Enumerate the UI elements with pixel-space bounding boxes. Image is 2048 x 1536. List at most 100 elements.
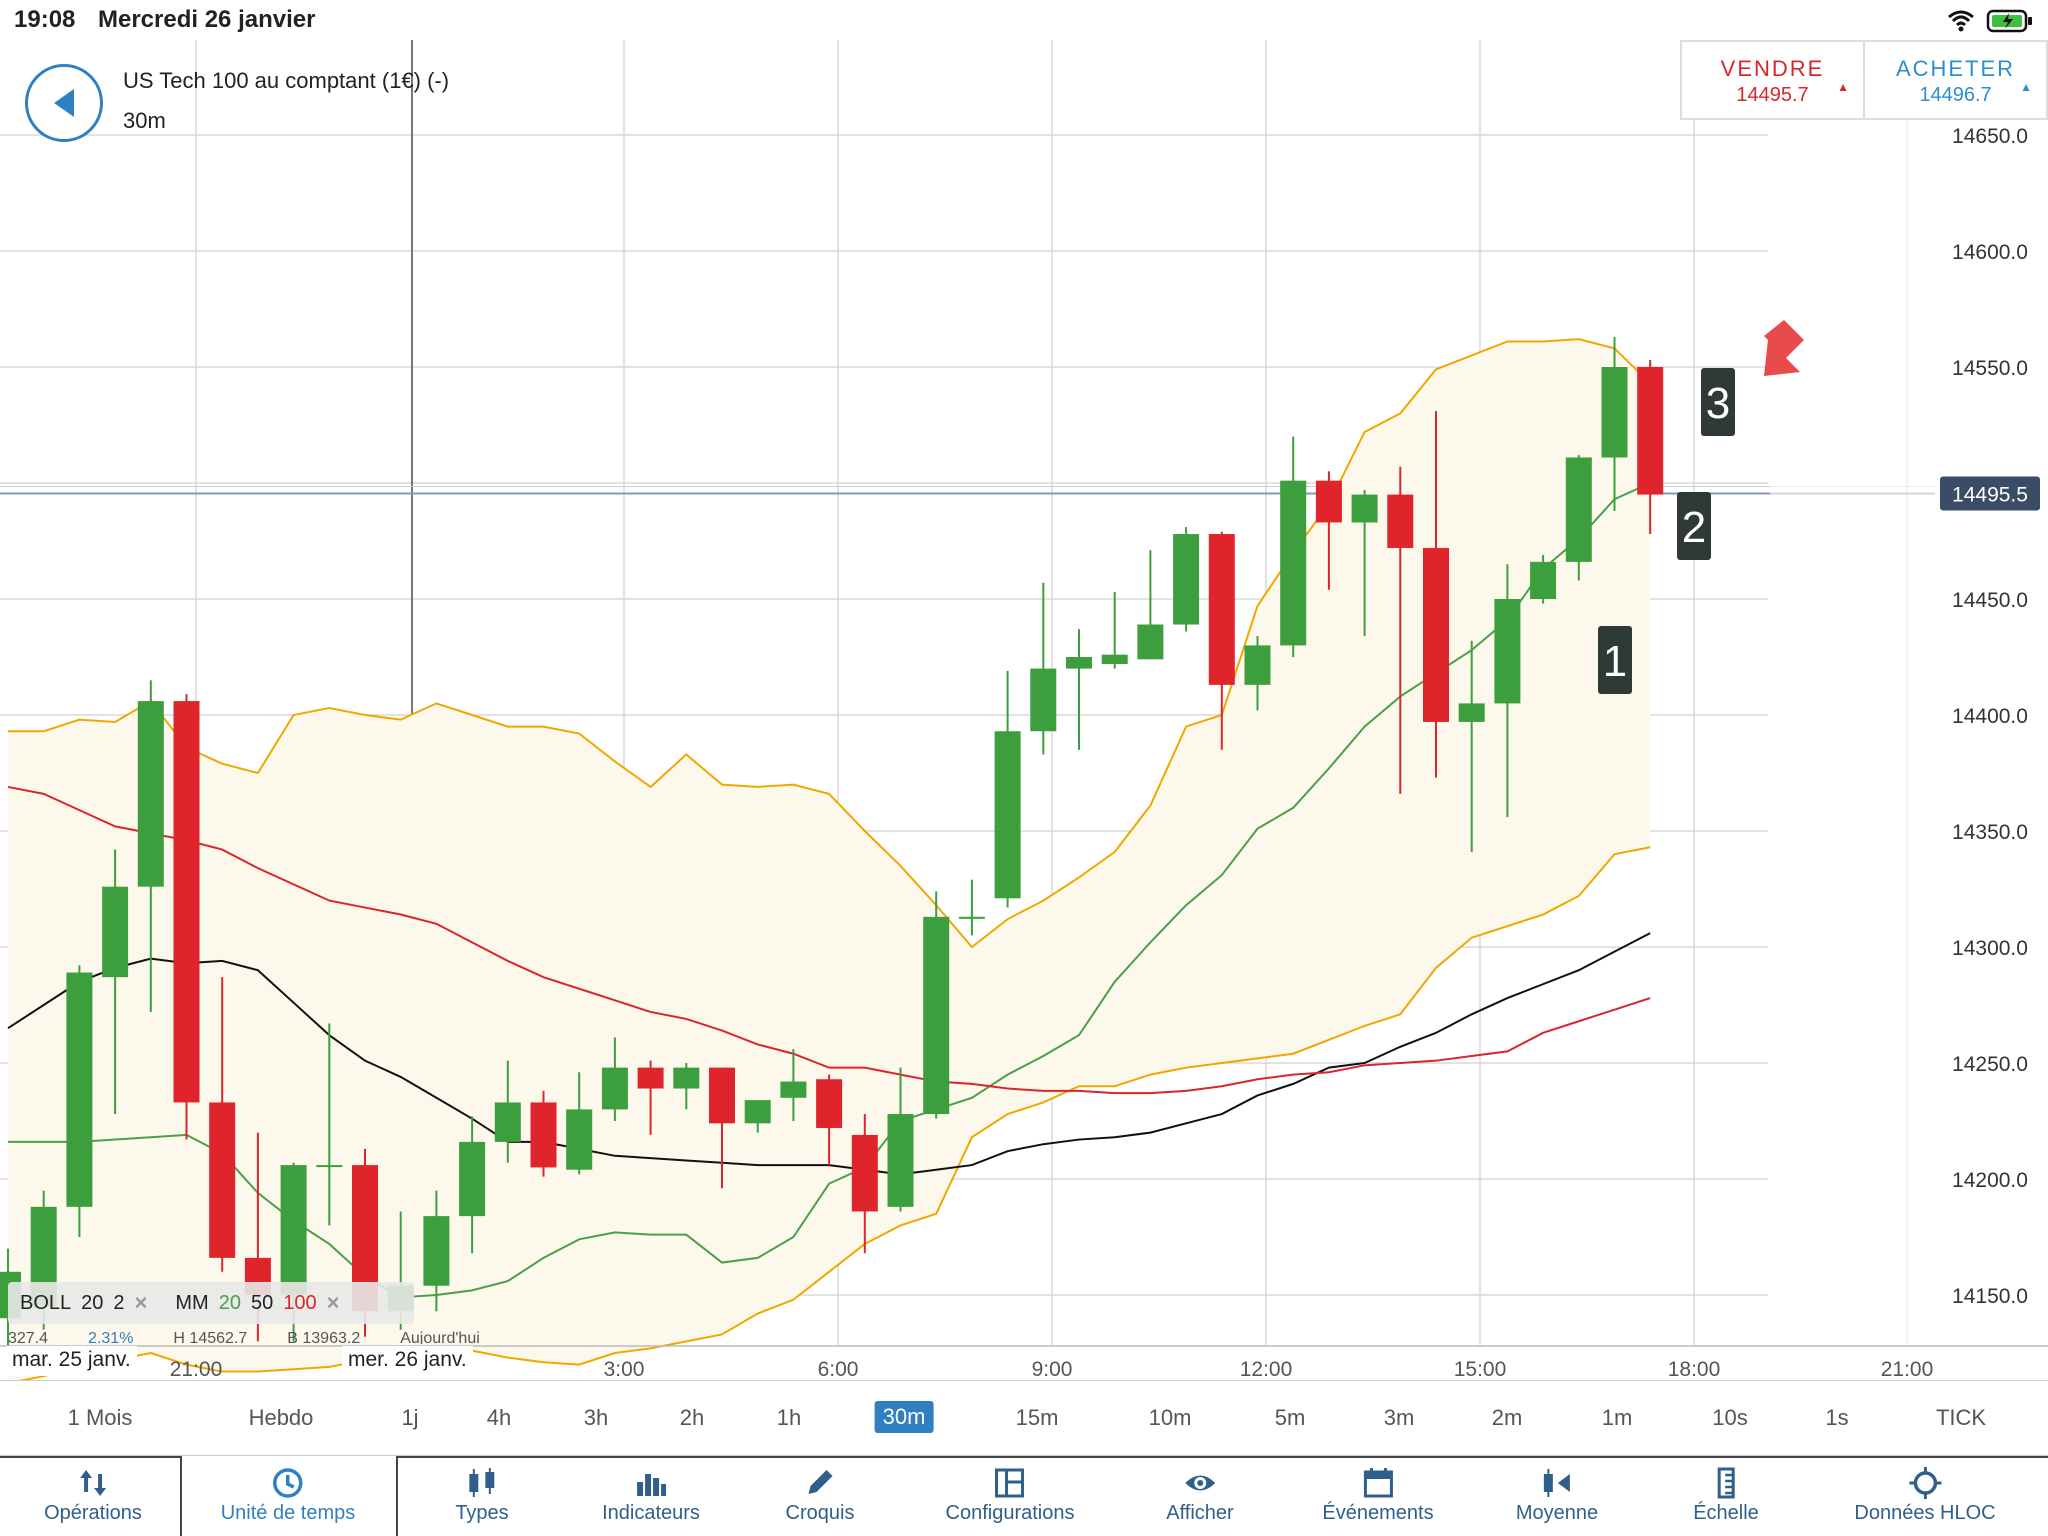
candle (459, 1116, 486, 1254)
toolbar-types[interactable]: Types (455, 1456, 509, 1536)
toolbar-indicateurs[interactable]: Indicateurs (602, 1456, 700, 1536)
sell-up-arrow-icon: ▲ (1837, 80, 1849, 94)
current-price-label: 14495.5 (1952, 483, 2028, 506)
candle-body (601, 1067, 628, 1110)
status-bar: 19:08 Mercredi 26 janvier (0, 0, 2048, 40)
candle (1280, 436, 1307, 657)
timeframe-10s[interactable]: 10s (1712, 1405, 1748, 1430)
marker-label: 1 (1603, 637, 1627, 686)
red-arrow-icon (1764, 320, 1804, 376)
timeframe-3h[interactable]: 3h (583, 1405, 609, 1430)
mm-period-20: 20 (218, 1291, 241, 1314)
marker-badge (1701, 368, 1735, 436)
candle (316, 1023, 343, 1226)
back-button[interactable] (25, 64, 103, 142)
remove-boll-button[interactable]: × (134, 1290, 148, 1315)
timeframe-1m[interactable]: 1m (1601, 1405, 1633, 1430)
timeframe-tick[interactable]: TICK (1935, 1405, 1987, 1430)
timeframe-10m[interactable]: 10m (1148, 1405, 1192, 1430)
timeframe-hebdo[interactable]: Hebdo (248, 1405, 314, 1430)
candle (1137, 550, 1164, 660)
candle (1030, 582, 1057, 755)
candle-body (1423, 547, 1449, 722)
candle-body (1066, 657, 1092, 669)
y-tick-label: 14350.0 (1952, 821, 2028, 844)
toolbar-label: Afficher (1166, 1502, 1234, 1524)
y-tick-label: 14300.0 (1952, 937, 2028, 960)
mm-period-50: 50 (250, 1291, 274, 1314)
toolbar-operations[interactable]: Opérations (44, 1456, 142, 1536)
buy-button[interactable]: ACHETER 14496.7 ▲ (1863, 42, 2046, 118)
candle (1494, 564, 1521, 818)
scale-icon (1717, 1467, 1735, 1499)
timeframe-5m[interactable]: 5m (1274, 1405, 1306, 1430)
toolbar-configurations[interactable]: Configurations (946, 1456, 1074, 1536)
timeframe-4h[interactable]: 4h (486, 1405, 512, 1430)
instrument-title: US Tech 100 au comptant (1€) (-) (123, 68, 450, 93)
timeframe-2m[interactable]: 2m (1491, 1405, 1523, 1430)
toolbar-unite-de-temps[interactable]: Unité de temps (221, 1456, 355, 1536)
y-tick-label: 14150.0 (1952, 1285, 2028, 1308)
candle (423, 1190, 450, 1312)
day-high: H 14562.7 (173, 1330, 248, 1344)
bars-icon (637, 1474, 666, 1496)
sell-price: 14495.7 (1736, 84, 1809, 106)
candle (887, 1067, 914, 1212)
candle (102, 849, 129, 1115)
toolbar-evenements[interactable]: Événements (1322, 1456, 1434, 1536)
toolbar-donnees-hloc[interactable]: Données HLOC (1854, 1456, 1996, 1536)
toolbar-echelle[interactable]: Échelle (1693, 1456, 1759, 1536)
toolbar-afficher[interactable]: Afficher (1166, 1456, 1234, 1536)
x-tick-label: 3:00 (604, 1358, 645, 1380)
candle-body (494, 1102, 521, 1142)
candle (601, 1037, 628, 1121)
candle-body (1101, 654, 1128, 664)
timeframe-30m[interactable]: 30m (874, 1401, 934, 1433)
candle-body (744, 1100, 771, 1124)
timeframe-15m[interactable]: 15m (1015, 1405, 1059, 1430)
candle-body (1458, 703, 1485, 722)
timeframe-2h[interactable]: 2h (679, 1405, 705, 1430)
candle-body (459, 1141, 486, 1217)
candle-body (709, 1067, 735, 1124)
eye-icon (1184, 1475, 1215, 1491)
candle (1351, 489, 1378, 637)
candle-body (423, 1216, 450, 1286)
layout-icon (995, 1468, 1025, 1498)
toolbar-label: Données HLOC (1854, 1502, 1996, 1524)
x-tick-label: 9:00 (1032, 1358, 1073, 1380)
timeframe-1s[interactable]: 1s (1825, 1405, 1849, 1430)
toolbar-moyenne[interactable]: Moyenne (1516, 1456, 1598, 1536)
buy-up-arrow-icon: ▲ (2020, 80, 2032, 94)
timeframe-1j[interactable]: 1j (401, 1405, 419, 1430)
candle-body (923, 916, 950, 1115)
x-axis: 21:00 3:00 6:00 9:00 12:00 15:00 18:00 21:00 (0, 1345, 2048, 1380)
candle-body (673, 1067, 700, 1089)
remove-mm-button[interactable]: × (326, 1290, 340, 1315)
candle-body (209, 1102, 236, 1258)
candle (1637, 360, 1664, 535)
sell-button[interactable]: VENDRE 14495.7 ▲ (1682, 42, 1863, 118)
candle (673, 1063, 700, 1110)
candle-body (173, 701, 200, 1103)
price-chart[interactable]: 14650.014600.014550.014500.014450.014400… (0, 40, 2048, 1380)
candle (1066, 629, 1092, 750)
marker-badge (1677, 492, 1711, 560)
y-tick-label: 14550.0 (1952, 357, 2028, 380)
candle (851, 1114, 878, 1254)
timeframe-3m[interactable]: 3m (1383, 1405, 1415, 1430)
candle (137, 680, 164, 1012)
candle (530, 1090, 557, 1177)
day-low: B 13963.2 (287, 1330, 361, 1344)
timeframe-1h[interactable]: 1h (776, 1405, 802, 1430)
toolbar-croquis[interactable]: Croquis (786, 1456, 854, 1536)
toolbar-label: Événements (1322, 1502, 1434, 1524)
candle-body (887, 1114, 914, 1207)
boll-deviation: 2 (113, 1291, 125, 1314)
buy-price: 14496.7 (1919, 84, 1992, 106)
marker-label: 3 (1706, 379, 1730, 428)
daily-stats: 327.4 2.31% H 14562.7 B 13963.2 Aujourd'… (8, 1330, 480, 1344)
candle (744, 1100, 771, 1133)
timeframe-1-mois[interactable]: 1 Mois (67, 1405, 133, 1430)
candle-body (566, 1109, 593, 1170)
